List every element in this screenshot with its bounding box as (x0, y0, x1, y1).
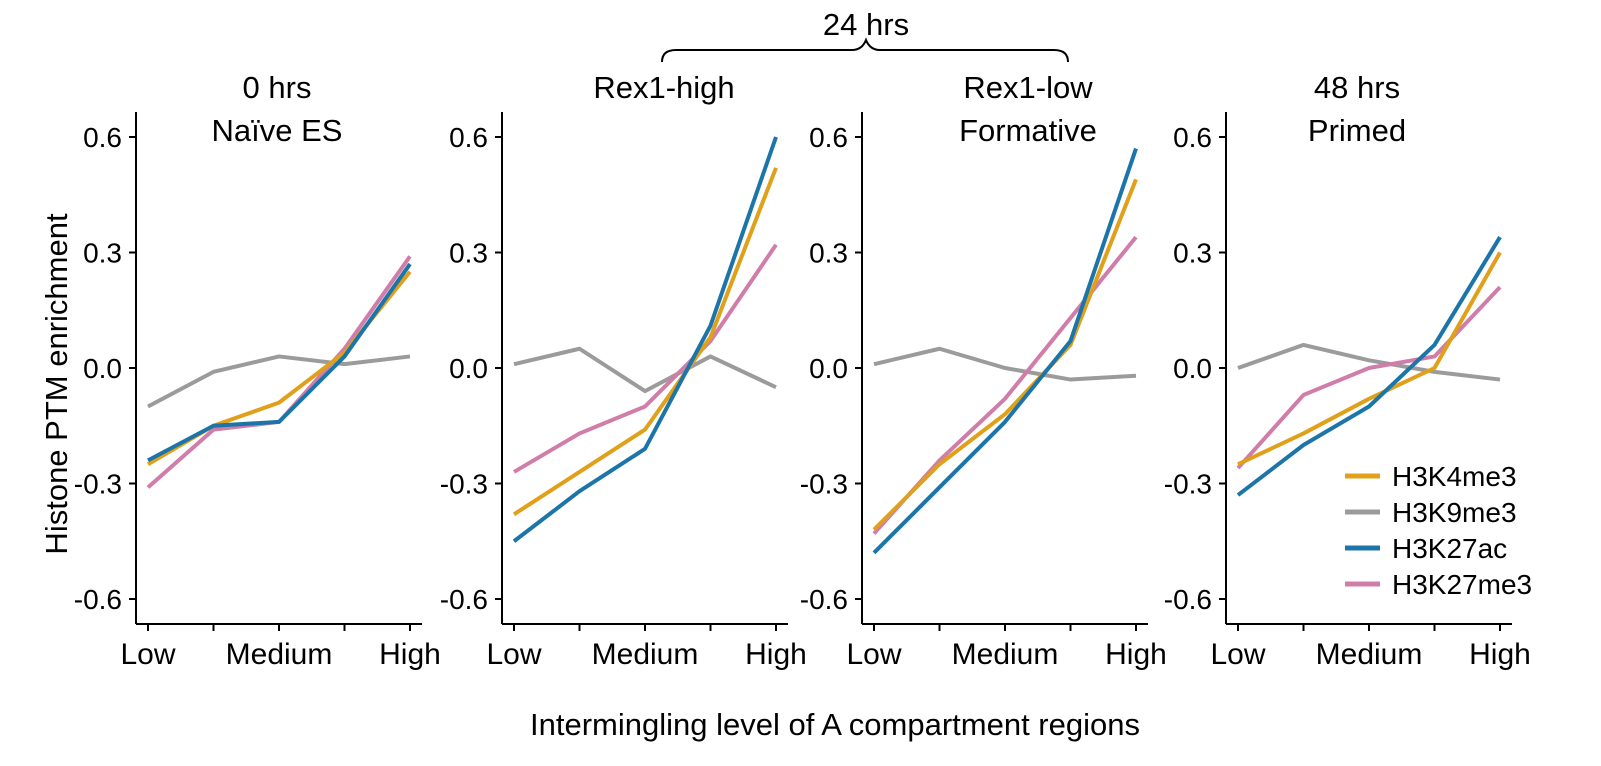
series-line-h3k27ac (1236, 236, 1502, 497)
x-tick-label: High (1469, 638, 1531, 671)
series-line-h3k4me3 (872, 178, 1138, 532)
series-line-h3k9me3 (1237, 342, 1501, 382)
series-line-h3k27me3 (512, 243, 778, 474)
series-line-h3k27me3 (1236, 285, 1502, 470)
x-tick-label: Medium (1316, 638, 1423, 671)
series-line-h3k27me3 (146, 255, 412, 489)
x-tick-label: Low (846, 638, 901, 671)
panel-2: Rex1-high 0.6 0.3 0.0 -0.3 -0.6 Low Medium High (440, 70, 807, 671)
x-tick-label: Medium (952, 638, 1059, 671)
group-bracket (661, 37, 1069, 63)
series-line-h3k4me3 (512, 167, 778, 516)
y-tick-label: 0.3 (83, 238, 122, 269)
panel-4: 48 hrs Primed 0.6 0.3 0.0 -0.3 -0.6 Low Medium Hi… (1164, 70, 1531, 671)
y-tick-label: 0.3 (1173, 238, 1212, 269)
y-tick-label: -0.6 (1164, 584, 1212, 615)
chart-panels: 0 hrs Naïve ES 0.6 0.3 0.0 -0.3 -0.6 Low Medium H… (74, 70, 1531, 671)
y-tick-label: 0.3 (809, 238, 848, 269)
group-label: 24 hrs (823, 7, 909, 42)
x-tick-label: Medium (226, 638, 333, 671)
panel-title-line2: Naïve ES (212, 113, 343, 148)
panel-title-line2: Formative (959, 113, 1097, 148)
x-tick-label: High (745, 638, 807, 671)
x-tick-label: Medium (592, 638, 699, 671)
panel-title-line1: Rex1-high (593, 70, 734, 105)
series-line-h3k27ac (147, 262, 412, 463)
y-tick-label: 0.6 (809, 122, 848, 153)
y-tick-label: 0.0 (809, 353, 848, 384)
y-tick-label: -0.6 (74, 584, 122, 615)
series-line-h3k27ac (872, 147, 1138, 555)
y-tick-label: -0.6 (440, 584, 488, 615)
y-tick-label: 0.0 (1173, 353, 1212, 384)
x-tick-label: Low (120, 638, 175, 671)
legend-label-h3k27me3: H3K27me3 (1392, 569, 1532, 600)
series-line-h3k4me3 (1237, 251, 1502, 467)
legend-label-h3k27ac: H3K27ac (1392, 533, 1507, 564)
panel-title-line1: Rex1-low (963, 70, 1093, 105)
series-line-h3k27ac (512, 136, 778, 543)
x-tick-label: Low (486, 638, 541, 671)
y-tick-label: 0.3 (449, 238, 488, 269)
series-line-h3k4me3 (146, 270, 412, 466)
x-tick-label: High (1105, 638, 1167, 671)
x-tick-label: Low (1210, 638, 1265, 671)
y-tick-label: 0.6 (449, 122, 488, 153)
panel-title-line1: 48 hrs (1314, 70, 1400, 105)
panel-3: Rex1-low Formative 0.6 0.3 0.0 -0.3 -0.6 Low Med… (800, 70, 1167, 671)
y-tick-label: -0.3 (440, 469, 488, 500)
y-tick-label: 0.6 (83, 122, 122, 153)
series-line-h3k9me3 (873, 346, 1137, 382)
legend: H3K4me3 H3K9me3 H3K27ac H3K27me3 (1345, 461, 1532, 600)
y-tick-label: 0.0 (449, 353, 488, 384)
y-tick-label: 0.6 (1173, 122, 1212, 153)
y-tick-label: -0.3 (74, 469, 122, 500)
legend-label-h3k4me3: H3K4me3 (1392, 461, 1517, 492)
legend-label-h3k9me3: H3K9me3 (1392, 497, 1517, 528)
y-tick-label: -0.3 (1164, 469, 1212, 500)
y-tick-label: -0.6 (800, 584, 848, 615)
panel-title-line1: 0 hrs (243, 70, 312, 105)
x-axis-title: Intermingling level of A compartment reg… (530, 707, 1140, 742)
panel-1: 0 hrs Naïve ES 0.6 0.3 0.0 -0.3 -0.6 Low Medium H… (74, 70, 441, 671)
y-tick-label: -0.3 (800, 469, 848, 500)
y-tick-label: 0.0 (83, 353, 122, 384)
series-line-h3k9me3 (513, 346, 777, 394)
series-line-h3k9me3 (147, 354, 411, 409)
y-axis-title: Histone PTM enrichment (39, 213, 74, 555)
x-tick-label: High (379, 638, 441, 671)
panel-title-line2: Primed (1308, 113, 1406, 148)
